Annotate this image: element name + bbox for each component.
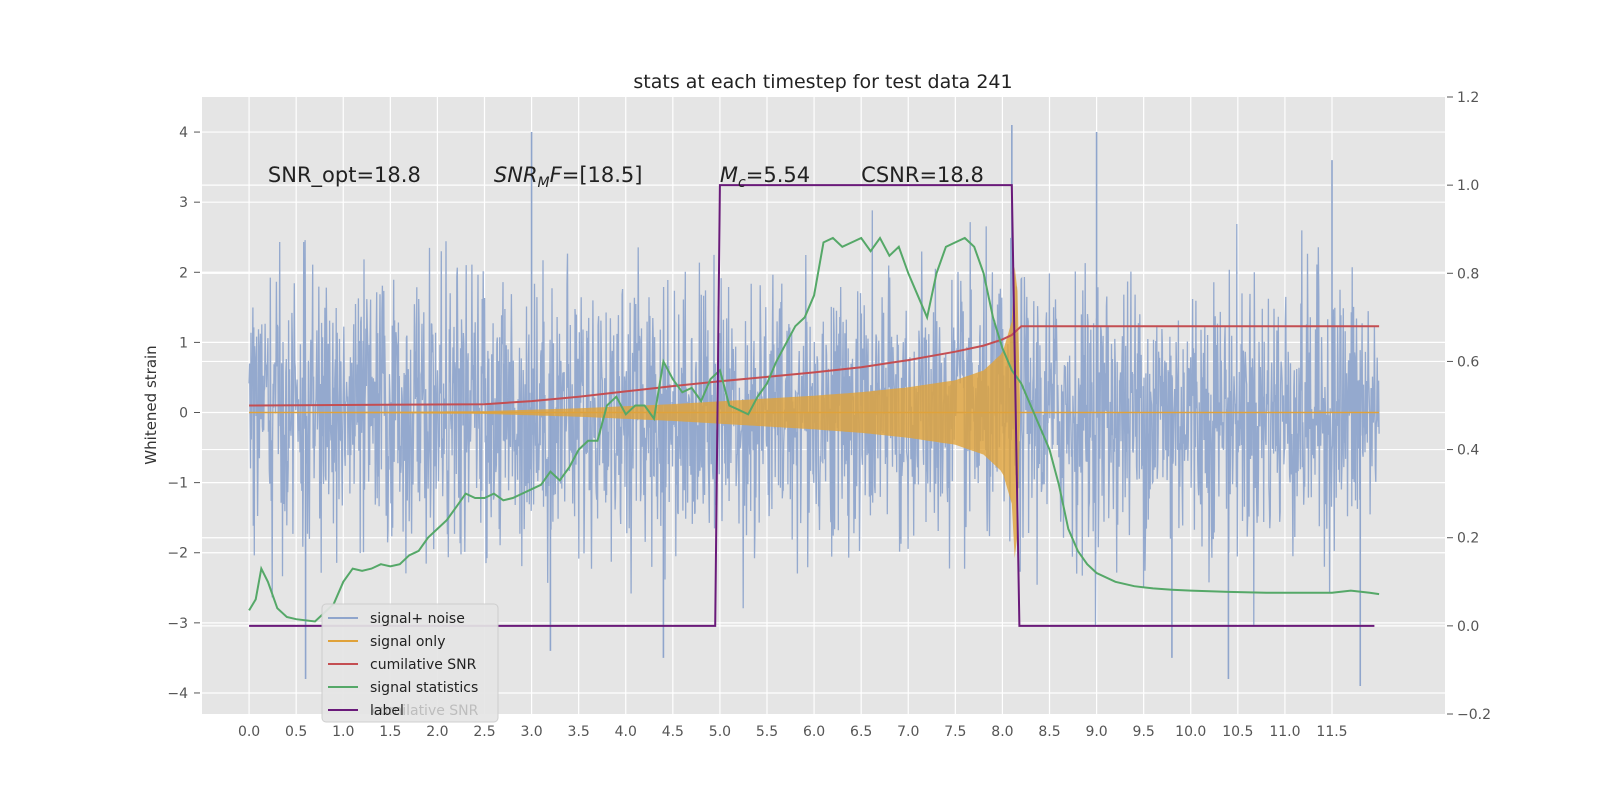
y-tick-label: 1 bbox=[179, 335, 188, 351]
ticks: 0.0 0.5 1.0 1.5 2.0 2.5 3.0 3.5 4.0 4.5 5.0 5.5 6.0 6… bbox=[167, 90, 1491, 740]
cumilative-snr-line bbox=[249, 325, 1380, 407]
right-axis-series bbox=[248, 184, 1380, 627]
x-tick-label: 8.5 bbox=[1038, 724, 1060, 740]
legend-label: signal only bbox=[370, 634, 445, 650]
y-tick-label: 3 bbox=[179, 195, 188, 211]
annotations: SNR_opt=18.8 SNRMF=[18.5] Mc=5.54 CSNR=18.8 bbox=[268, 163, 984, 191]
x-tick-label: 10.5 bbox=[1222, 724, 1253, 740]
noise-series bbox=[248, 125, 1380, 686]
y-tick-label: 4 bbox=[179, 125, 188, 141]
y-tick-label: 2 bbox=[179, 265, 188, 281]
y-right-tick-label: 1.2 bbox=[1457, 90, 1479, 106]
annotation: SNRMF=[18.5] bbox=[494, 163, 643, 191]
legend-label: signal+ noise bbox=[370, 611, 465, 627]
annotation: SNR_opt=18.8 bbox=[268, 163, 421, 188]
x-tick-label: 3.0 bbox=[520, 724, 542, 740]
label-line bbox=[249, 184, 1375, 627]
chart-title: stats at each timestep for test data 241 bbox=[633, 71, 1012, 93]
legend: cumilative SNR signal+ noise signal only cu… bbox=[321, 603, 499, 723]
x-tick-label: 2.0 bbox=[426, 724, 448, 740]
y-tick-label: −3 bbox=[167, 616, 188, 632]
legend-ghost-text: cumilative SNR bbox=[372, 703, 479, 719]
legend-box bbox=[321, 603, 499, 723]
x-tick-label: 4.5 bbox=[662, 724, 684, 740]
x-tick-label: 7.0 bbox=[897, 724, 919, 740]
x-tick-label: 9.0 bbox=[1085, 724, 1107, 740]
y-tick-label: −1 bbox=[167, 476, 188, 492]
x-tick-label: 9.5 bbox=[1133, 724, 1155, 740]
x-tick-label: 6.0 bbox=[803, 724, 825, 740]
y-tick-label: 0 bbox=[179, 406, 188, 422]
y-right-tick-label: 0.2 bbox=[1457, 531, 1479, 547]
x-tick-label: 6.5 bbox=[850, 724, 872, 740]
y-tick-label: −4 bbox=[167, 686, 188, 702]
signal-only-series bbox=[249, 266, 1380, 559]
legend-label: signal statistics bbox=[370, 680, 478, 696]
x-tick-label: 0.0 bbox=[238, 724, 260, 740]
x-tick-label: 10.0 bbox=[1175, 724, 1206, 740]
y-axis-label: Whitened strain bbox=[142, 345, 160, 464]
x-tick-label: 0.5 bbox=[285, 724, 307, 740]
x-tick-label: 1.5 bbox=[379, 724, 401, 740]
y-right-tick-label: 0.8 bbox=[1457, 266, 1479, 282]
x-tick-label: 11.0 bbox=[1269, 724, 1300, 740]
x-tick-label: 7.5 bbox=[944, 724, 966, 740]
x-tick-label: 4.0 bbox=[615, 724, 637, 740]
y-right-tick-label: 0.6 bbox=[1457, 354, 1479, 370]
y-right-tick-label: −0.2 bbox=[1457, 707, 1491, 723]
x-tick-label: 2.5 bbox=[473, 724, 495, 740]
legend-label: cumilative SNR bbox=[370, 657, 477, 673]
x-tick-label: 11.5 bbox=[1316, 724, 1347, 740]
annotation: CSNR=18.8 bbox=[861, 163, 984, 187]
annotation: Mc=5.54 bbox=[720, 163, 810, 191]
legend-label: label bbox=[370, 703, 404, 719]
y-right-tick-label: 0.4 bbox=[1457, 443, 1479, 459]
y-right-tick-label: 0.0 bbox=[1457, 619, 1479, 635]
x-tick-label: 8.0 bbox=[991, 724, 1013, 740]
y-right-tick-label: 1.0 bbox=[1457, 178, 1479, 194]
x-tick-label: 5.0 bbox=[709, 724, 731, 740]
x-tick-label: 5.5 bbox=[756, 724, 778, 740]
y-tick-label: −2 bbox=[167, 546, 188, 562]
x-tick-label: 3.5 bbox=[568, 724, 590, 740]
x-tick-label: 1.0 bbox=[332, 724, 354, 740]
signal-statistics-line bbox=[248, 236, 1380, 623]
